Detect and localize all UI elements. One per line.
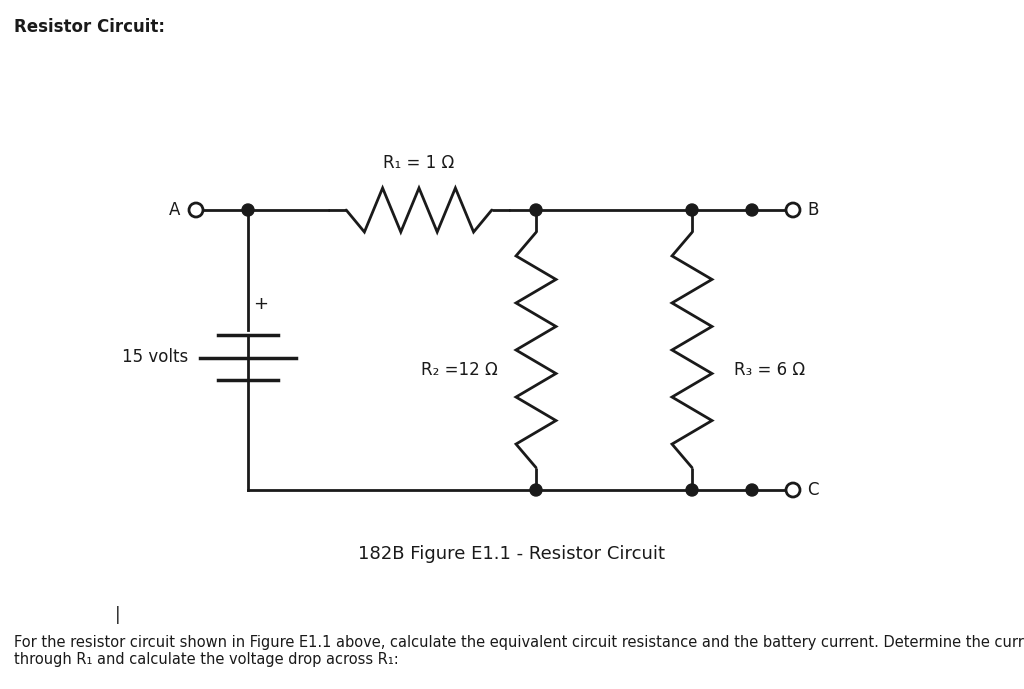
Text: +: +: [253, 295, 268, 313]
Text: |: |: [115, 606, 121, 624]
Text: 15 volts: 15 volts: [122, 349, 188, 367]
Circle shape: [530, 204, 542, 216]
Circle shape: [786, 203, 800, 217]
Circle shape: [530, 484, 542, 496]
Text: A: A: [169, 201, 180, 219]
Text: 182B Figure E1.1 - Resistor Circuit: 182B Figure E1.1 - Resistor Circuit: [358, 545, 666, 563]
Circle shape: [189, 203, 203, 217]
Text: B: B: [807, 201, 818, 219]
Circle shape: [786, 483, 800, 497]
Circle shape: [746, 484, 758, 496]
Circle shape: [242, 204, 254, 216]
Circle shape: [686, 204, 698, 216]
Text: R₂ =12 Ω: R₂ =12 Ω: [421, 361, 498, 379]
Text: For the resistor circuit shown in Figure E1.1 above, calculate the equivalent ci: For the resistor circuit shown in Figure…: [14, 635, 1024, 668]
Text: R₁ = 1 Ω: R₁ = 1 Ω: [383, 154, 455, 172]
Circle shape: [746, 204, 758, 216]
Text: Resistor Circuit:: Resistor Circuit:: [14, 18, 165, 36]
Text: R₃ = 6 Ω: R₃ = 6 Ω: [734, 361, 805, 379]
Text: C: C: [807, 481, 818, 499]
Circle shape: [686, 484, 698, 496]
